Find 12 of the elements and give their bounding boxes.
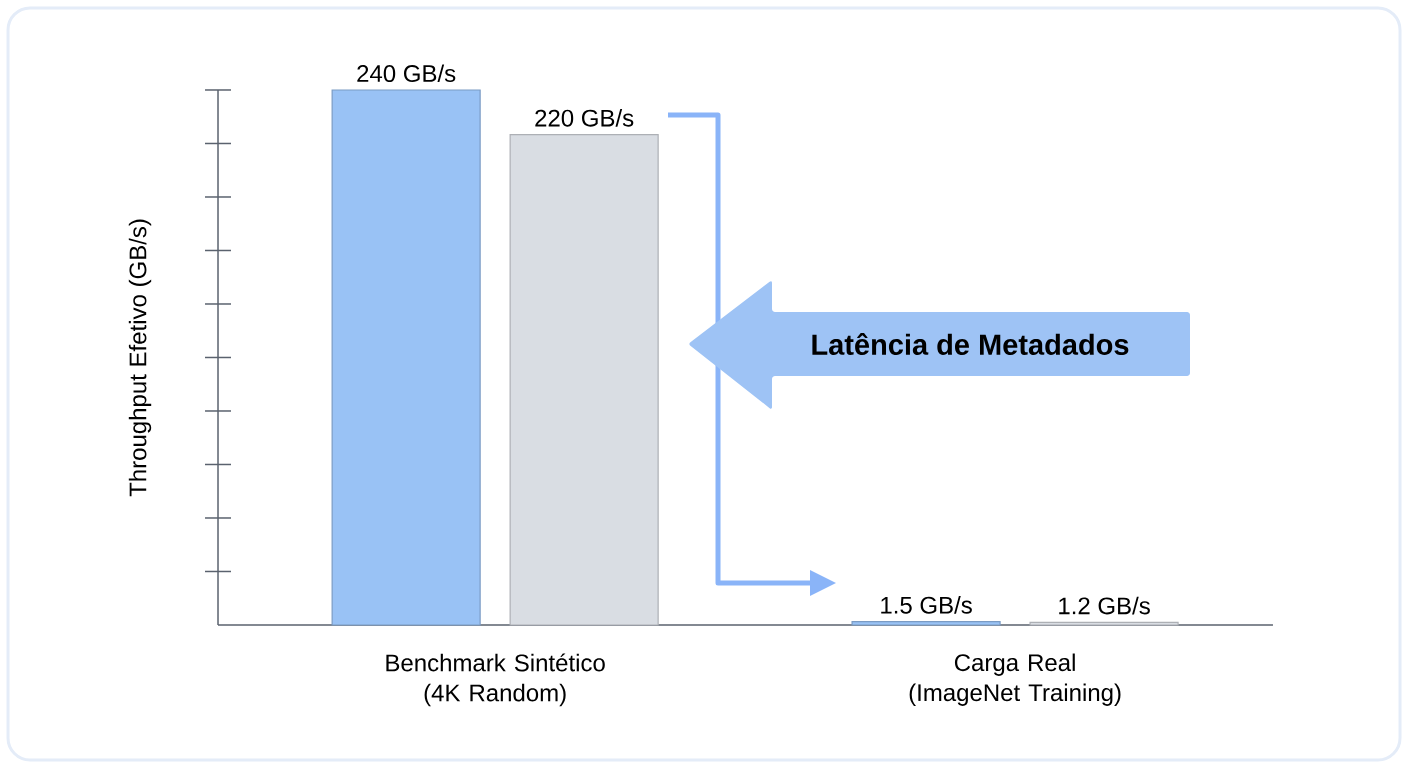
bar bbox=[331, 89, 481, 626]
data-label: 240 GB/s bbox=[357, 64, 456, 83]
bar bbox=[1029, 621, 1179, 626]
y-axis-title: Throughput Efetivo (GB/s) bbox=[128, 219, 152, 497]
bar bbox=[851, 621, 1001, 626]
data-label: 1.2 GB/s bbox=[1059, 596, 1150, 615]
data-label: 1.5 GB/s bbox=[881, 596, 972, 614]
annotation: Latência de Metadados bbox=[812, 333, 1129, 355]
x-tick-label: Carga Real (ImageNet Training) bbox=[909, 653, 1121, 706]
x-tick-label: Benchmark Sintético (4K Random) bbox=[386, 653, 605, 707]
bar bbox=[509, 133, 659, 626]
data-label: 220 GB/s bbox=[535, 109, 634, 127]
